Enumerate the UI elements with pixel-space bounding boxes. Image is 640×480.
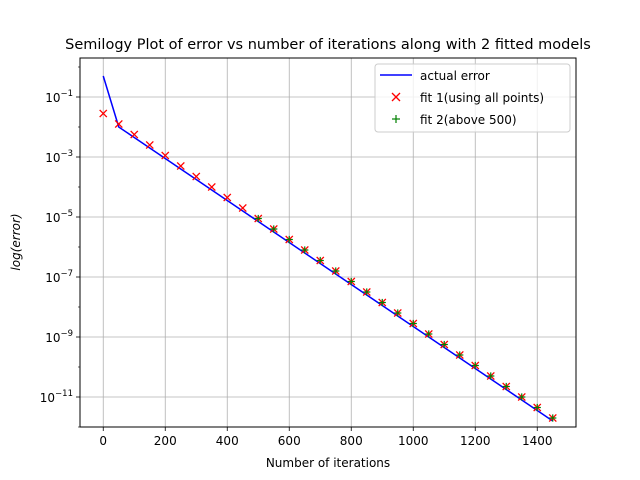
x-tick-label: 0 bbox=[99, 434, 107, 448]
legend-marker-fit1 bbox=[391, 92, 401, 102]
fit1-marker bbox=[192, 172, 201, 181]
y-tick-exponent: −5 bbox=[60, 209, 73, 219]
fit2-marker bbox=[456, 351, 464, 359]
y-tick-exponent: −11 bbox=[55, 389, 73, 399]
fit1-marker bbox=[238, 203, 247, 213]
y-tick-base: 10 bbox=[45, 151, 60, 165]
fit1-marker bbox=[130, 130, 139, 139]
x-tick-label: 1000 bbox=[398, 434, 429, 448]
fit1-marker-stroke bbox=[238, 203, 247, 213]
x-tick-label: 1200 bbox=[460, 434, 491, 448]
y-tick-label: 10−11 bbox=[40, 389, 73, 405]
x-tick-label: 800 bbox=[340, 434, 363, 448]
x-axis: 0 200 400 600 800 1000 1200 1400 bbox=[99, 427, 553, 448]
fit1-marker-stroke bbox=[99, 109, 108, 118]
fit1-marker-stroke bbox=[130, 130, 139, 139]
fit2-marker bbox=[440, 340, 448, 349]
series-layer bbox=[99, 75, 557, 423]
y-tick-label: 10−7 bbox=[45, 269, 73, 285]
y-tick-exponent: −3 bbox=[60, 149, 73, 159]
y-tick-exponent: −1 bbox=[60, 89, 73, 99]
legend: actual error fit 1(using all points) fit… bbox=[374, 63, 571, 133]
fit1-marker-stroke bbox=[145, 140, 154, 150]
y-tick-base: 10 bbox=[45, 331, 60, 345]
fit1-marker-stroke bbox=[223, 193, 232, 202]
fit1-marker-stroke bbox=[161, 151, 170, 160]
x-tick-label: 400 bbox=[216, 434, 239, 448]
fit1-marker bbox=[207, 182, 216, 192]
x-tick-label: 600 bbox=[278, 434, 301, 448]
fit2-marker bbox=[285, 235, 293, 244]
y-axis-title: log(error) bbox=[9, 213, 23, 270]
fit2-marker bbox=[363, 288, 371, 296]
fit2-marker bbox=[425, 330, 433, 338]
y-tick-label: 10−5 bbox=[45, 209, 73, 225]
legend-box bbox=[374, 63, 571, 133]
series-line-actual-error bbox=[102, 75, 554, 422]
y-tick-exponent: −7 bbox=[60, 269, 73, 279]
fit2-marker bbox=[301, 246, 309, 254]
x-axis-title: Number of iterations bbox=[266, 456, 390, 470]
fit1-marker bbox=[99, 109, 108, 118]
fit1-marker bbox=[223, 193, 232, 202]
legend-label-actual-error: actual error bbox=[420, 69, 490, 83]
chart-title: Semilogy Plot of error vs number of iter… bbox=[65, 37, 591, 53]
fit2-marker bbox=[487, 372, 495, 380]
fit2-marker bbox=[332, 267, 340, 275]
fit1-marker bbox=[145, 140, 154, 150]
fit2-marker bbox=[471, 361, 479, 370]
y-axis: 10−110−310−510−710−910−11 bbox=[40, 66, 80, 428]
x-tick-label: 1400 bbox=[522, 434, 553, 448]
fit1-marker bbox=[161, 151, 170, 160]
legend-label-fit1: fit 1(using all points) bbox=[420, 91, 544, 105]
y-tick-label: 10−1 bbox=[45, 89, 73, 105]
fit2-marker bbox=[378, 298, 386, 307]
fit1-marker-stroke bbox=[176, 161, 185, 171]
fit2-marker bbox=[254, 214, 262, 223]
legend-marker-fit2 bbox=[392, 115, 400, 123]
y-tick-label: 10−3 bbox=[45, 149, 73, 165]
x-tick-label: 200 bbox=[154, 434, 177, 448]
y-tick-label: 10−9 bbox=[45, 329, 73, 345]
plot-frame bbox=[79, 57, 577, 428]
fit2-marker bbox=[270, 225, 278, 233]
legend-label-fit2: fit 2(above 500) bbox=[420, 113, 517, 127]
y-tick-base: 10 bbox=[40, 391, 55, 405]
fit2-marker bbox=[502, 382, 510, 391]
fit2-marker bbox=[394, 309, 402, 317]
fit1-marker bbox=[114, 119, 123, 129]
fit2-marker bbox=[518, 393, 526, 401]
fit2-marker bbox=[549, 414, 557, 422]
y-tick-base: 10 bbox=[45, 91, 60, 105]
fit1-marker-stroke bbox=[207, 182, 216, 192]
fit2-marker bbox=[347, 277, 355, 286]
fit2-marker bbox=[409, 319, 417, 328]
fit2-marker bbox=[316, 256, 324, 265]
y-tick-exponent: −9 bbox=[60, 329, 73, 339]
fit1-marker bbox=[176, 161, 185, 171]
y-tick-base: 10 bbox=[45, 211, 60, 225]
fit2-marker bbox=[533, 403, 541, 412]
fit1-marker-stroke bbox=[192, 172, 201, 181]
y-tick-base: 10 bbox=[45, 271, 60, 285]
fit1-marker-stroke bbox=[114, 119, 123, 129]
